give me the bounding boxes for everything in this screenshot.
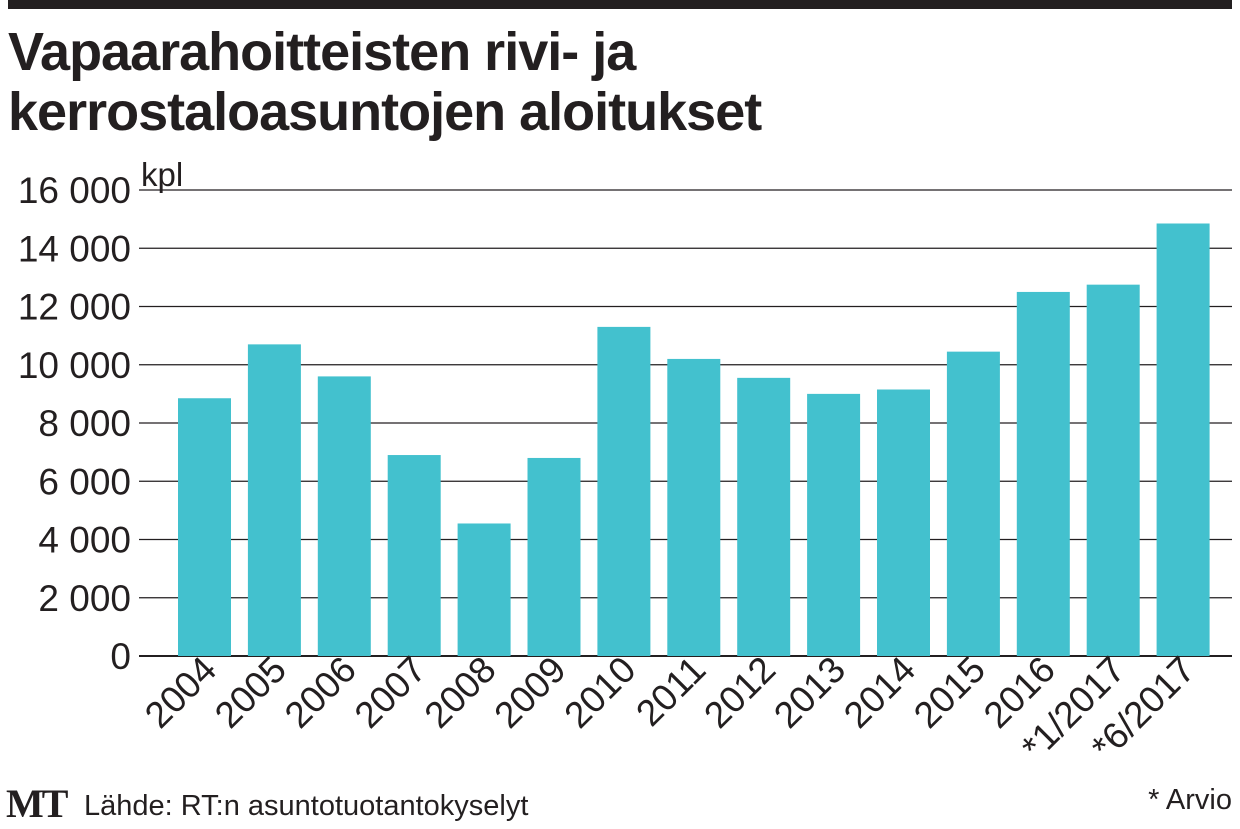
y-tick-label: 14 000 — [18, 228, 131, 269]
y-tick-label: 0 — [110, 636, 131, 677]
chart-title-line-1: Vapaarahoitteisten rivi- ja — [8, 22, 636, 82]
bar-2005 — [247, 344, 301, 656]
x-axis-ticks: 2004200520062007200820092010201120122013… — [137, 649, 1203, 768]
bar-2015 — [946, 351, 1000, 656]
brand-logo: MT — [6, 781, 68, 826]
estimate-footnote: * Arvio — [1148, 784, 1232, 816]
bar-1-2017 — [1086, 284, 1140, 656]
x-tick-label: 2004 — [137, 649, 224, 736]
bar-6-2017 — [1156, 223, 1210, 656]
y-tick-label: 2 000 — [38, 578, 131, 619]
x-tick-label: 2012 — [696, 649, 783, 736]
bar-2009 — [527, 457, 581, 656]
source-note: Lähde: RT:n asuntotuotantokyselyt — [84, 790, 529, 822]
y-tick-label: 12 000 — [18, 287, 131, 328]
y-axis-ticks: 0 2 000 4 000 6 000 8 000 10 000 12 000 14 000 1… — [18, 170, 131, 677]
bar-2012 — [737, 377, 791, 656]
y-tick-label: 10 000 — [18, 345, 131, 386]
x-tick-label: 2006 — [277, 649, 364, 736]
x-tick-label: 2010 — [556, 649, 643, 736]
bar-2006 — [317, 376, 371, 656]
x-tick-label: 2011 — [628, 649, 713, 734]
chart-title-line-2: kerrostaloasuntojen aloitukset — [8, 82, 762, 142]
chart-title: Vapaarahoitteisten rivi- ja kerrostaloas… — [8, 22, 762, 142]
bar-2013 — [807, 393, 861, 656]
x-tick-label: 2014 — [836, 649, 923, 736]
y-tick-label: 8 000 — [38, 403, 131, 444]
x-tick-label: 2015 — [906, 649, 993, 736]
x-tick-label: 2005 — [207, 649, 294, 736]
x-tick-label: 2008 — [417, 649, 504, 736]
x-tick-label: 2007 — [347, 649, 434, 736]
bar-2010 — [597, 326, 651, 656]
bar-2011 — [667, 358, 721, 656]
x-tick-label: 2009 — [486, 649, 573, 736]
bars — [178, 223, 1210, 656]
y-tick-label: 6 000 — [38, 461, 131, 502]
y-tick-label: 16 000 — [18, 170, 131, 211]
bar-2007 — [387, 455, 441, 656]
bar-2008 — [457, 523, 511, 656]
y-axis-unit-label: kpl — [141, 156, 183, 193]
y-tick-label: 4 000 — [38, 520, 131, 561]
bar-2004 — [178, 398, 231, 656]
bar-2016 — [1016, 291, 1070, 656]
x-tick-label: 2013 — [766, 649, 853, 736]
top-rule — [8, 0, 1232, 9]
bar-2014 — [877, 389, 930, 656]
